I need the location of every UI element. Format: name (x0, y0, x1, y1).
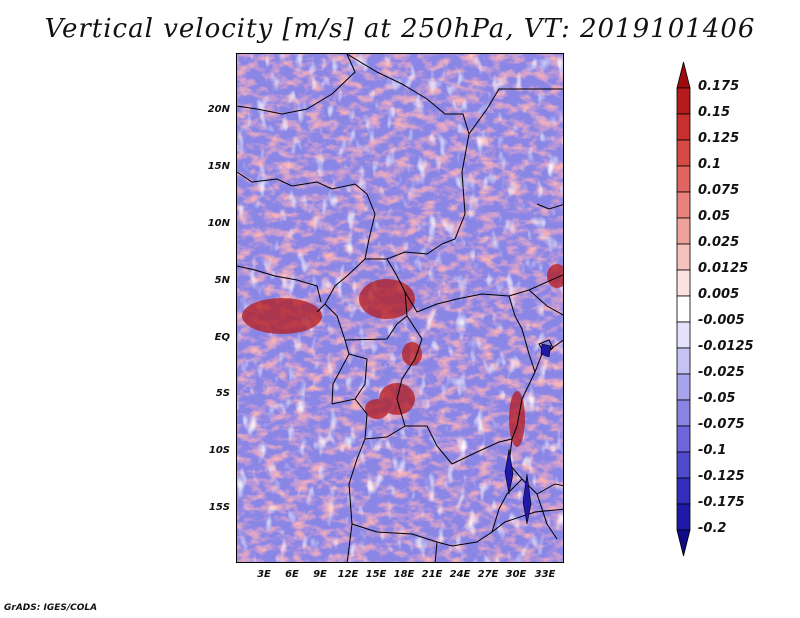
colorbar-label: -0.1 (698, 443, 727, 458)
colorbar-label: -0.025 (698, 365, 745, 380)
colorbar-swatch (676, 269, 691, 297)
colorbar-swatch (676, 243, 691, 271)
lat-label-10s: 10S (208, 445, 230, 456)
lat-label-5n: 5N (214, 275, 230, 286)
velocity-field (237, 54, 563, 562)
strong-ascent-areas (242, 264, 563, 447)
credit-text: GrADS: IGES/COLA (4, 603, 98, 613)
colorbar-swatch (676, 295, 691, 323)
colorbar-swatch (676, 321, 691, 349)
lat-label-eq: EQ (214, 332, 230, 343)
lon-label-15e: 15E (365, 569, 387, 580)
lon-label-27e: 27E (477, 569, 499, 580)
map-title: Vertical velocity [m/s] at 250hPa, VT: 2… (44, 14, 756, 44)
colorbar-swatch (676, 425, 691, 453)
lon-label-30e: 30E (505, 569, 527, 580)
colorbar-swatch (676, 503, 691, 531)
colorbar-swatch (676, 347, 691, 375)
colorbar-label: -0.2 (698, 521, 727, 536)
colorbar-swatch (676, 373, 691, 401)
colorbar-label: 0.175 (698, 79, 740, 94)
colorbar-label: -0.125 (698, 469, 745, 484)
lat-label-15s: 15S (208, 502, 230, 513)
colorbar-label: -0.075 (698, 417, 745, 432)
lon-label-21e: 21E (421, 569, 443, 580)
colorbar-label: -0.05 (698, 391, 736, 406)
lon-label-12e: 12E (337, 569, 359, 580)
lake-outlines (504, 343, 552, 525)
colorbar-swatch (676, 165, 691, 193)
lon-label-3e: 3E (257, 569, 271, 580)
colorbar-swatch (676, 139, 691, 167)
map-panel (236, 53, 564, 563)
lat-label-15n: 15N (207, 161, 230, 172)
lat-label-5s: 5S (215, 388, 230, 399)
colorbar-swatch (676, 61, 691, 89)
lon-label-24e: 24E (449, 569, 471, 580)
colorbar-label: 0.075 (698, 183, 740, 198)
lat-label-10n: 10N (207, 218, 230, 229)
colorbar-label: 0.125 (698, 131, 740, 146)
lat-label-20n: 20N (207, 104, 230, 115)
colorbar-label: -0.005 (698, 313, 745, 328)
colorbar-label: 0.025 (698, 235, 740, 250)
colorbar-swatch (676, 477, 691, 505)
colorbar-swatch (676, 529, 691, 557)
colorbar-label: 0.005 (698, 287, 740, 302)
colorbar-swatch (676, 113, 691, 141)
colorbar-swatch (676, 217, 691, 245)
colorbar-swatch (676, 191, 691, 219)
country-borders (237, 54, 563, 562)
colorbar-label: -0.175 (698, 495, 745, 510)
colorbar-label: -0.0125 (698, 339, 754, 354)
colorbar-label: 0.05 (698, 209, 731, 224)
colorbar-label: 0.0125 (698, 261, 749, 276)
colorbar-swatch (676, 87, 691, 115)
colorbar-label: 0.1 (698, 157, 722, 172)
lon-label-6e: 6E (285, 569, 299, 580)
colorbar-label: 0.15 (698, 105, 731, 120)
lon-label-18e: 18E (393, 569, 415, 580)
colorbar-swatch (676, 451, 691, 479)
lon-label-9e: 9E (313, 569, 327, 580)
lon-label-33e: 33E (534, 569, 556, 580)
colorbar-swatch (676, 399, 691, 427)
